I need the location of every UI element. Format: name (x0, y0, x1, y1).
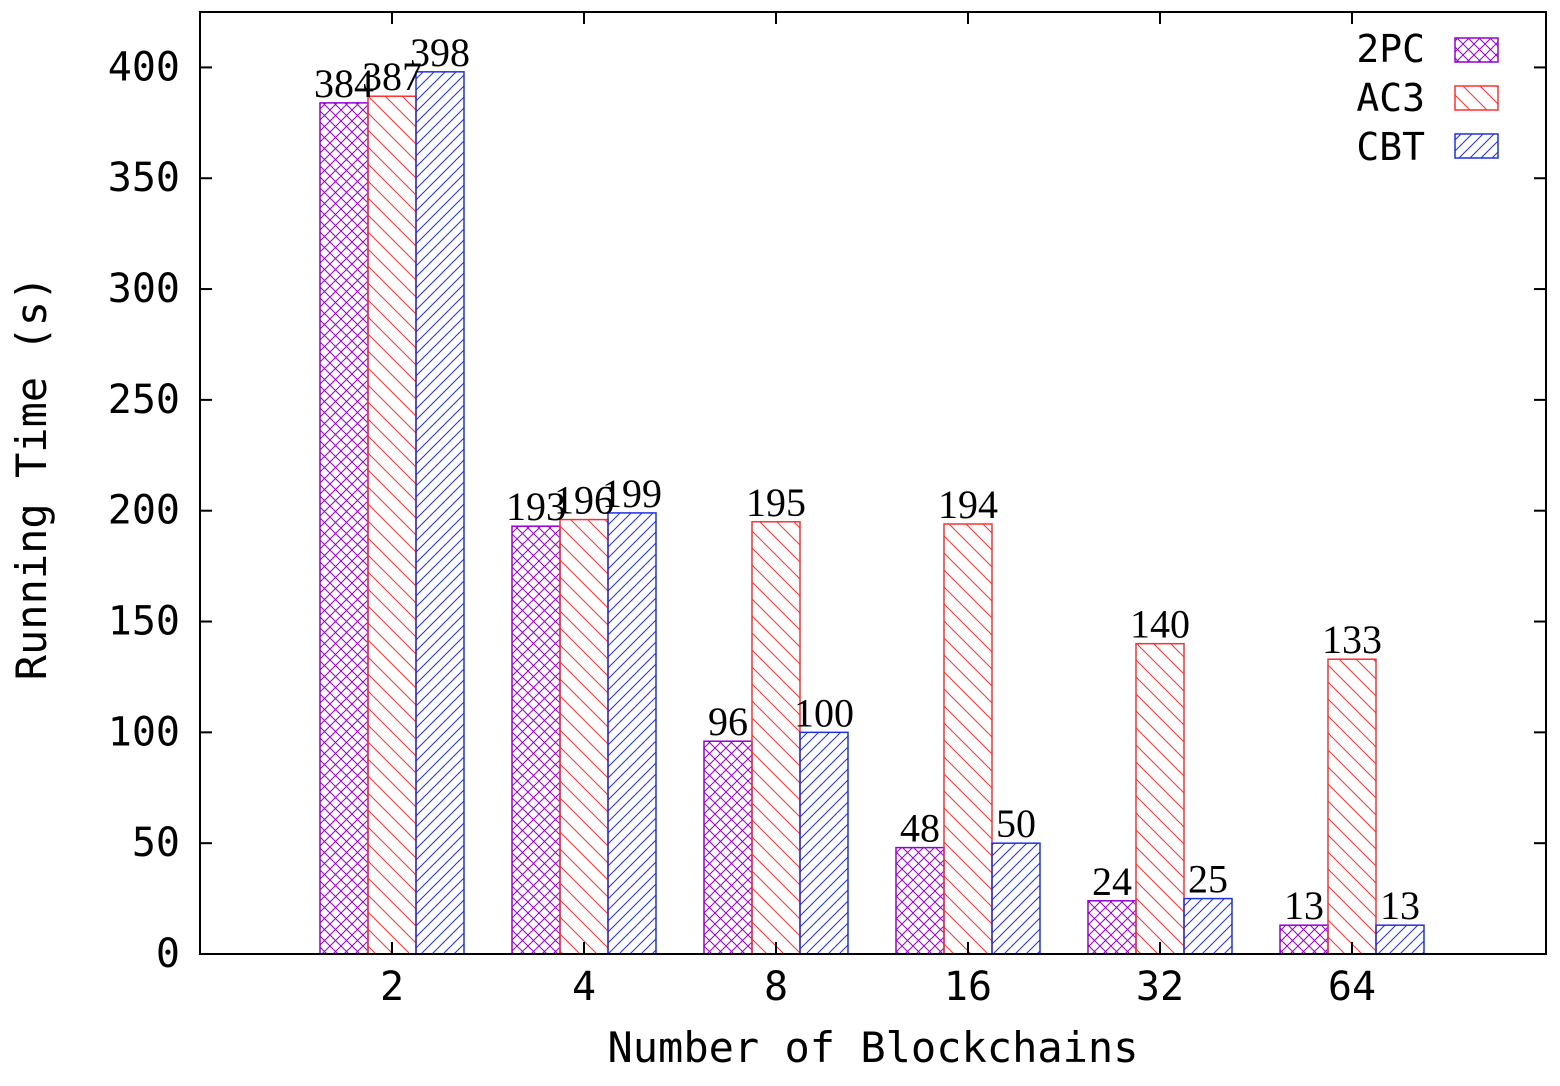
legend-swatch-CBT (1454, 133, 1499, 159)
bar-2PC-32 (1087, 900, 1137, 955)
data-label-CBT-64: 13 (1380, 883, 1420, 928)
plot-frame (199, 11, 1547, 955)
legend-swatch-2PC (1454, 37, 1499, 63)
y-axis-title: Running Time (s) (7, 276, 56, 681)
data-label-AC3-4: 196 (554, 478, 614, 523)
y-tick-label-150: 150 (108, 599, 180, 645)
bar-2PC-2 (319, 102, 369, 955)
bar-2PC-64 (1279, 924, 1329, 955)
y-tick-label-0: 0 (156, 931, 180, 977)
data-label-CBT-8: 100 (794, 690, 854, 735)
y-tick-label-350: 350 (108, 155, 180, 201)
data-label-AC3-32: 140 (1130, 602, 1190, 647)
x-tick-label-8: 8 (764, 964, 788, 1010)
legend-label-2PC: 2PC (1356, 27, 1425, 71)
data-label-AC3-8: 195 (746, 480, 806, 525)
bar-CBT-4 (607, 512, 657, 955)
x-axis: 2 4 8 16 32 64 (380, 12, 1376, 1010)
data-label-AC3-16: 194 (938, 482, 998, 527)
bar-AC3-4 (559, 518, 609, 955)
bar-CBT-32 (1183, 897, 1233, 955)
bar-AC3-64 (1327, 658, 1377, 955)
bar-AC3-2 (367, 95, 417, 955)
bar-CBT-16 (991, 842, 1041, 955)
bar-AC3-32 (1135, 642, 1185, 955)
data-label-2PC-4: 193 (506, 484, 566, 529)
data-label-2PC-64: 13 (1284, 883, 1324, 928)
legend-item-2PC: 2PC (1356, 27, 1499, 71)
legend-swatch-AC3 (1454, 85, 1499, 111)
data-label-AC3-2: 387 (362, 54, 422, 99)
legend-item-CBT: CBT (1356, 125, 1499, 169)
bar-CBT-2 (415, 71, 465, 955)
y-tick-label-400: 400 (108, 44, 180, 90)
data-labels-layer: 384 193 96 48 24 13 387 196 195 194 140 133 398 199 10… (314, 30, 1420, 928)
bars-layer (319, 71, 1425, 955)
data-label-2PC-32: 24 (1092, 859, 1132, 904)
bar-2PC-4 (511, 525, 561, 955)
x-tick-label-64: 64 (1328, 964, 1376, 1010)
y-tick-label-100: 100 (108, 709, 180, 755)
legend: 2PC AC3 CBT (1356, 27, 1499, 169)
bar-AC3-16 (943, 523, 993, 955)
y-tick-label-250: 250 (108, 377, 180, 423)
bar-2PC-8 (703, 740, 753, 955)
y-tick-label-300: 300 (108, 266, 180, 312)
x-tick-label-4: 4 (572, 964, 596, 1010)
x-axis-title: Number of Blockchains (607, 1023, 1138, 1072)
data-label-AC3-64: 133 (1322, 617, 1382, 662)
legend-label-CBT: CBT (1356, 125, 1425, 169)
bar-CBT-8 (799, 731, 849, 955)
data-label-2PC-8: 96 (708, 699, 748, 744)
y-tick-label-50: 50 (132, 820, 180, 866)
data-label-CBT-2: 398 (410, 30, 470, 75)
data-label-CBT-32: 25 (1188, 857, 1228, 902)
data-label-2PC-2: 384 (314, 61, 374, 106)
x-tick-label-2: 2 (380, 964, 404, 1010)
x-tick-label-16: 16 (944, 964, 992, 1010)
data-label-CBT-16: 50 (996, 801, 1036, 846)
y-axis: 0 50 100 150 200 250 300 350 400 (108, 44, 1546, 977)
y-tick-label-200: 200 (108, 488, 180, 534)
bar-2PC-16 (895, 846, 945, 955)
x-tick-label-32: 32 (1136, 964, 1184, 1010)
legend-item-AC3: AC3 (1356, 76, 1499, 120)
data-label-CBT-4: 199 (602, 471, 662, 516)
bar-AC3-8 (751, 521, 801, 955)
bar-CBT-64 (1375, 924, 1425, 955)
data-label-2PC-16: 48 (900, 806, 940, 851)
legend-label-AC3: AC3 (1356, 76, 1425, 120)
